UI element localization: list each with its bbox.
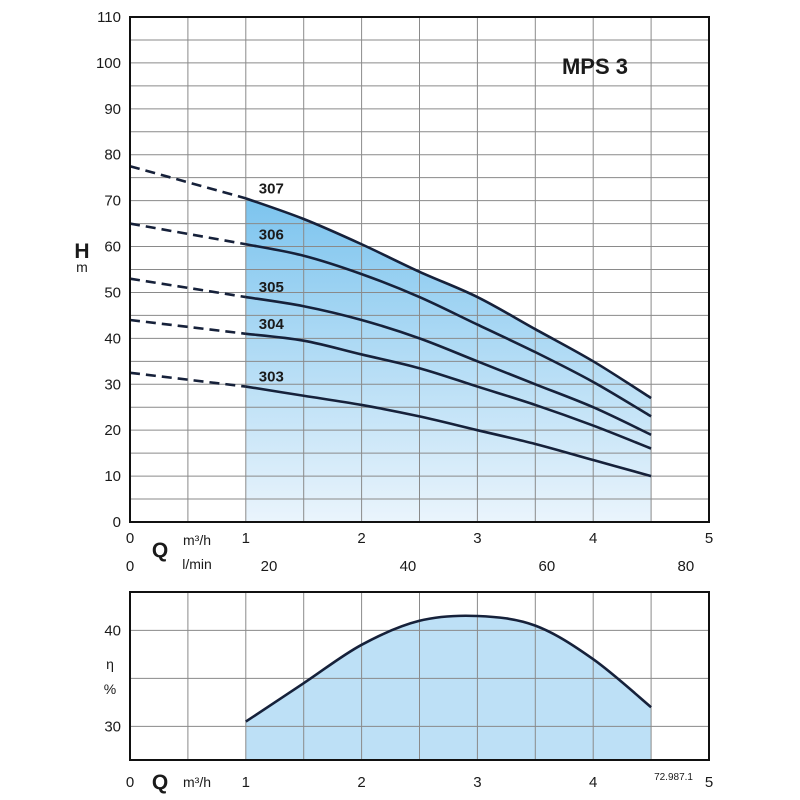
efficiency-x-tick-label: 1 bbox=[242, 774, 250, 791]
curve-label-303: 303 bbox=[259, 369, 284, 386]
y-tick-label: 20 bbox=[104, 422, 121, 439]
efficiency-y-tick-label: 40 bbox=[104, 622, 121, 639]
flow-unit-lmin: l/min bbox=[182, 556, 212, 572]
curve-304-extrapolation bbox=[129, 318, 246, 336]
head-axis-unit: m bbox=[76, 259, 88, 275]
y-tick-label: 60 bbox=[104, 239, 121, 256]
efficiency-x-tick-label: 2 bbox=[357, 774, 365, 791]
curve-306-extrapolation bbox=[129, 222, 247, 246]
drawing-code: 72.987.1 bbox=[654, 772, 693, 783]
efficiency-chart-frame bbox=[129, 591, 710, 761]
x-tick-label: 1 bbox=[242, 530, 250, 547]
head-grid bbox=[130, 17, 709, 522]
head-chart-frame bbox=[129, 16, 710, 523]
head-curves bbox=[129, 164, 652, 478]
y-tick-label: 110 bbox=[97, 9, 121, 26]
y-tick-label: 70 bbox=[104, 193, 121, 210]
y-tick-label: 10 bbox=[104, 468, 121, 485]
x-tick-label-lmin: 20 bbox=[261, 558, 278, 575]
x-tick-label-lmin: 0 bbox=[126, 558, 134, 575]
curve-307-extrapolation bbox=[129, 164, 247, 200]
efficiency-x-tick-label: 0 bbox=[126, 774, 134, 791]
flow-unit-m3h: m³/h bbox=[183, 532, 211, 548]
efficiency-y-tick-label: 30 bbox=[104, 718, 121, 735]
head-y-ticks: 0 10 20 30 40 50 60 70 80 90 100 110 bbox=[96, 9, 121, 531]
curve-label-304: 304 bbox=[259, 316, 285, 333]
x-tick-label-lmin: 60 bbox=[539, 558, 556, 575]
curve-label-305: 305 bbox=[259, 279, 284, 296]
efficiency-flow-unit: m³/h bbox=[183, 774, 211, 790]
head-chart: 0 10 20 30 40 50 60 70 80 90 100 110 0 1 2 3 4 5 0 20 40 60… bbox=[74, 9, 713, 575]
y-tick-label: 90 bbox=[104, 101, 121, 118]
chart-title: MPS 3 bbox=[562, 54, 628, 79]
x-tick-label-lmin: 80 bbox=[677, 558, 694, 575]
efficiency-axis-unit: % bbox=[104, 681, 116, 697]
efficiency-chart: 30 40 0 1 2 3 4 5 η % Q m³/h 72.987.1 bbox=[104, 591, 713, 794]
operating-range-fill bbox=[245, 198, 652, 522]
curve-label-307: 307 bbox=[259, 180, 284, 197]
curve-303 bbox=[245, 385, 652, 478]
efficiency-flow-label: Q bbox=[152, 771, 168, 794]
efficiency-x-tick-label: 4 bbox=[589, 774, 597, 791]
efficiency-grid bbox=[130, 592, 709, 760]
curve-307 bbox=[245, 197, 652, 400]
curve-label-306: 306 bbox=[259, 226, 284, 243]
curve-305-extrapolation bbox=[129, 277, 247, 299]
y-tick-label: 80 bbox=[104, 147, 121, 164]
x-tick-label-lmin: 40 bbox=[400, 558, 417, 575]
efficiency-x-ticks: 0 1 2 3 4 5 bbox=[126, 774, 713, 791]
x-tick-label: 2 bbox=[357, 530, 365, 547]
y-tick-label: 30 bbox=[104, 376, 121, 393]
efficiency-x-tick-label: 3 bbox=[473, 774, 481, 791]
efficiency-fill bbox=[245, 615, 652, 760]
curve-303-extrapolation bbox=[129, 371, 246, 388]
curve-labels: 307 306 305 304 303 bbox=[259, 180, 285, 385]
curve-304 bbox=[245, 332, 652, 450]
x-tick-label: 5 bbox=[705, 530, 713, 547]
curve-306 bbox=[245, 242, 652, 418]
efficiency-curve bbox=[245, 614, 652, 723]
head-x-ticks: 0 1 2 3 4 5 bbox=[126, 530, 713, 547]
head-axis-label: H bbox=[74, 240, 89, 263]
x-tick-label: 3 bbox=[473, 530, 481, 547]
x-tick-label: 4 bbox=[589, 530, 597, 547]
efficiency-x-tick-label: 5 bbox=[705, 774, 713, 791]
head-x-ticks-lmin: 0 20 40 60 80 bbox=[126, 558, 694, 575]
y-tick-label: 40 bbox=[104, 330, 121, 347]
efficiency-y-ticks: 30 40 bbox=[104, 622, 121, 735]
y-tick-label: 50 bbox=[104, 284, 121, 301]
y-tick-label: 100 bbox=[96, 55, 121, 72]
curve-305 bbox=[245, 295, 652, 436]
efficiency-axis-label: η bbox=[106, 656, 114, 672]
y-tick-label: 0 bbox=[113, 514, 121, 531]
x-tick-label: 0 bbox=[126, 530, 134, 547]
flow-axis-label: Q bbox=[152, 539, 168, 562]
